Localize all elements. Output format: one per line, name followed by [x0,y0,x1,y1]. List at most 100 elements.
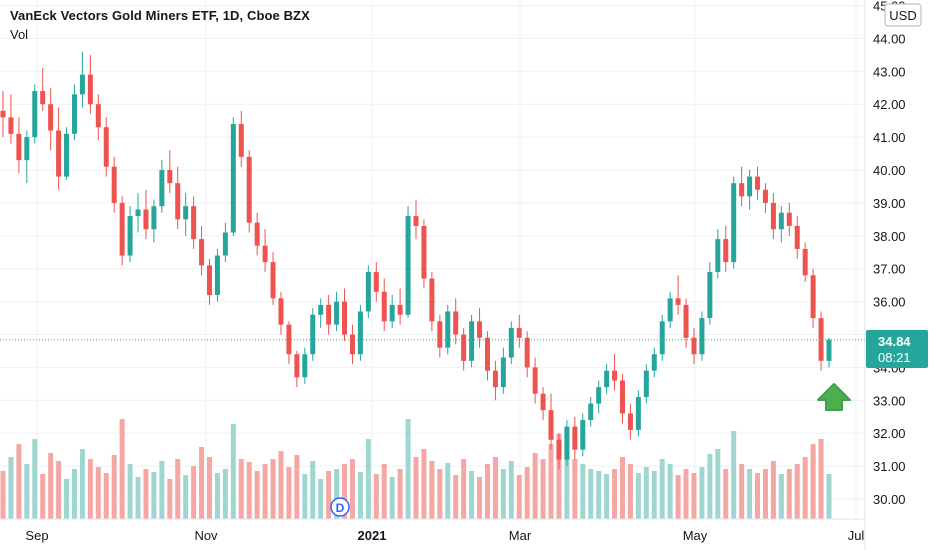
candle-body [191,206,197,240]
candle [564,420,570,467]
dividend-marker[interactable]: D [330,497,350,517]
candle [445,304,451,355]
candle-body [588,403,594,421]
candle-body [469,321,475,361]
volume-bar [199,447,205,519]
volume-bar [183,475,189,519]
candle-body [222,232,228,256]
candle [715,229,721,279]
candle-body [246,156,252,223]
price-axis[interactable]: 30.0031.0032.0033.0034.0035.0036.0037.00… [873,0,906,507]
candle-body [651,354,657,371]
volume-bar [572,459,578,519]
candle-body [453,311,459,335]
volume-bar [326,471,332,519]
volume-bar [143,469,149,519]
last-price-tag: 34.84 08:21 [866,330,928,368]
candle-body [723,239,729,263]
candle [413,199,419,240]
volume-bar [508,461,514,519]
candle-body [262,245,268,263]
volume-bar [755,473,761,519]
volume-bar [79,449,85,519]
time-axis[interactable]: Sep Nov 2021 Mar May Jul [25,528,864,543]
volume-bar [707,454,713,519]
candle-body [516,327,522,338]
candle-body [635,397,641,430]
volume-bar [270,459,276,519]
symbol-title: VanEck Vectors Gold Miners ETF, 1D, Cboe… [10,8,310,23]
candle-body [548,410,554,440]
volume-bar [556,434,562,519]
currency-badge[interactable]: USD [884,3,922,27]
candle [794,216,800,259]
candle-body [675,298,681,305]
volume-bar [739,464,745,519]
volume-bar [334,469,340,519]
candle-body [667,298,673,322]
volume-bar [397,469,403,519]
volume-bar [87,459,93,519]
candle [461,327,467,371]
candle [167,150,173,194]
volume-bar [64,479,70,519]
candle-body [707,271,713,319]
candle [572,416,578,460]
volume-bar [342,464,348,519]
volume-bar [461,459,467,519]
candle-body [32,91,38,138]
candle-body [484,337,490,371]
volume-bar [302,474,308,519]
candle [262,229,268,272]
volume-bar [381,464,387,519]
candle [87,54,93,115]
candle-body [461,334,467,361]
candle [802,242,808,282]
candle [230,117,236,236]
volume-bar [627,464,633,519]
candle [357,304,363,361]
volume-bar [770,461,776,519]
candle [0,91,6,138]
candle [437,314,443,358]
candle [826,337,832,368]
candle [191,196,197,249]
candle-body [389,304,395,322]
volume-bar [492,457,498,519]
candle-body [381,291,387,322]
volume-bar [294,455,300,519]
volume-bar [365,439,371,519]
price-tick-label: 38.00 [873,229,906,244]
candle-body [437,321,443,348]
volume-bar [246,462,252,519]
candle [516,314,522,348]
candle [381,278,387,332]
candle-body [278,298,284,325]
candle-body [421,225,427,279]
volume-bar [643,467,649,519]
volume-bar [254,471,260,519]
volume-bar [596,471,602,519]
volume-bar [413,457,419,519]
candle [469,314,475,368]
candle [580,413,586,457]
candle [405,206,411,319]
candle [199,225,205,276]
candle-body [405,216,411,315]
candle-body [762,189,768,203]
candle-body [397,304,403,315]
candle-body [604,370,610,388]
volume-bar [604,474,610,519]
candle-body [580,420,586,450]
volume-bar [71,469,77,519]
volume-bar [103,473,109,519]
candle [135,193,141,233]
volume-bar [794,464,800,519]
candle [294,350,300,388]
candle-body [0,110,6,118]
candle-body [95,104,101,128]
candle [389,295,395,328]
candle [604,364,610,394]
candle-body [310,314,316,355]
